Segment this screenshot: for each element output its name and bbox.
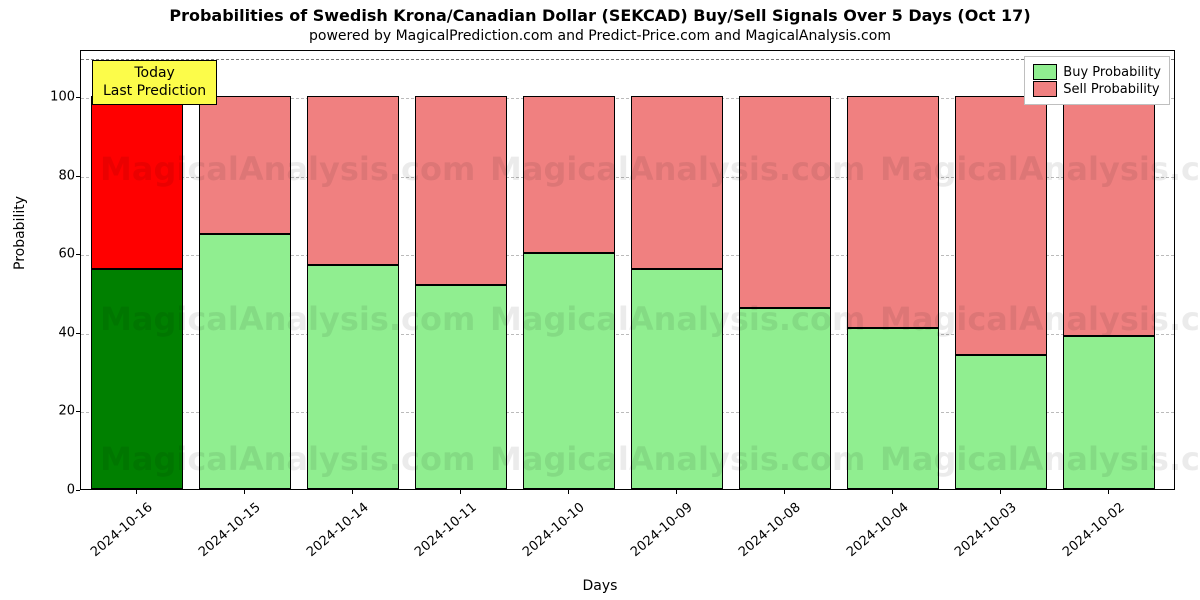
legend-swatch [1033,64,1057,80]
x-tick-label: 2024-10-09 [625,500,696,563]
x-tick-label: 2024-10-03 [949,500,1020,563]
buy-bar [307,265,399,489]
x-tick-label: 2024-10-16 [85,500,156,563]
buy-bar [739,308,831,489]
x-tick-label: 2024-10-15 [193,500,264,563]
x-tick-mark [892,490,893,494]
annotation-line-2: Last Prediction [103,83,206,101]
plot-area [80,50,1175,490]
x-tick-mark [352,490,353,494]
legend-label: Buy Probability [1063,65,1161,80]
bar-group [955,49,1047,489]
bar-group [631,49,723,489]
x-tick-mark [676,490,677,494]
x-axis-label: Days [0,578,1200,594]
bar-group [91,49,183,489]
y-axis-label: Probability [12,196,28,270]
x-tick-mark [784,490,785,494]
x-tick-mark [136,490,137,494]
bar-group [523,49,615,489]
buy-bar [199,234,291,489]
x-tick-label: 2024-10-08 [733,500,804,563]
y-tick-mark [76,411,80,412]
legend-item: Sell Probability [1033,81,1161,97]
x-tick-mark [568,490,569,494]
chart-title: Probabilities of Swedish Krona/Canadian … [0,6,1200,25]
sell-bar [91,96,183,269]
x-tick-label: 2024-10-14 [301,500,372,563]
buy-bar [1063,336,1155,489]
chart-subtitle: powered by MagicalPrediction.com and Pre… [0,28,1200,44]
buy-bar [415,285,507,489]
bar-group [1063,49,1155,489]
bar-group [739,49,831,489]
y-tick-label: 100 [35,90,75,105]
sell-bar [307,96,399,265]
today-annotation: Today Last Prediction [92,60,217,105]
x-tick-mark [1000,490,1001,494]
sell-bar [523,96,615,253]
buy-bar [523,253,615,489]
legend-item: Buy Probability [1033,64,1161,80]
bar-group [199,49,291,489]
x-tick-label: 2024-10-02 [1057,500,1128,563]
buy-bar [955,355,1047,489]
x-tick-label: 2024-10-04 [841,500,912,563]
buy-bar [847,328,939,489]
bar-group [307,49,399,489]
sell-bar [847,96,939,328]
buy-bar [631,269,723,489]
bar-group [847,49,939,489]
x-tick-mark [1108,490,1109,494]
sell-bar [955,96,1047,355]
sell-bar [415,96,507,285]
x-tick-mark [460,490,461,494]
legend-swatch [1033,81,1057,97]
x-tick-mark [244,490,245,494]
buy-bar [91,269,183,489]
sell-bar [739,96,831,308]
annotation-line-1: Today [103,65,206,83]
legend-label: Sell Probability [1063,82,1159,97]
y-tick-label: 60 [35,247,75,262]
x-tick-label: 2024-10-11 [409,500,480,563]
legend: Buy Probability Sell Probability [1024,56,1170,105]
sell-bar [199,96,291,234]
x-tick-label: 2024-10-10 [517,500,588,563]
y-tick-mark [76,490,80,491]
y-tick-mark [76,254,80,255]
sell-bar [1063,96,1155,336]
y-tick-label: 80 [35,168,75,183]
y-tick-mark [76,176,80,177]
sell-bar [631,96,723,269]
y-tick-mark [76,97,80,98]
y-tick-label: 40 [35,325,75,340]
bar-group [415,49,507,489]
y-tick-mark [76,333,80,334]
y-tick-label: 20 [35,404,75,419]
y-tick-label: 0 [35,483,75,498]
